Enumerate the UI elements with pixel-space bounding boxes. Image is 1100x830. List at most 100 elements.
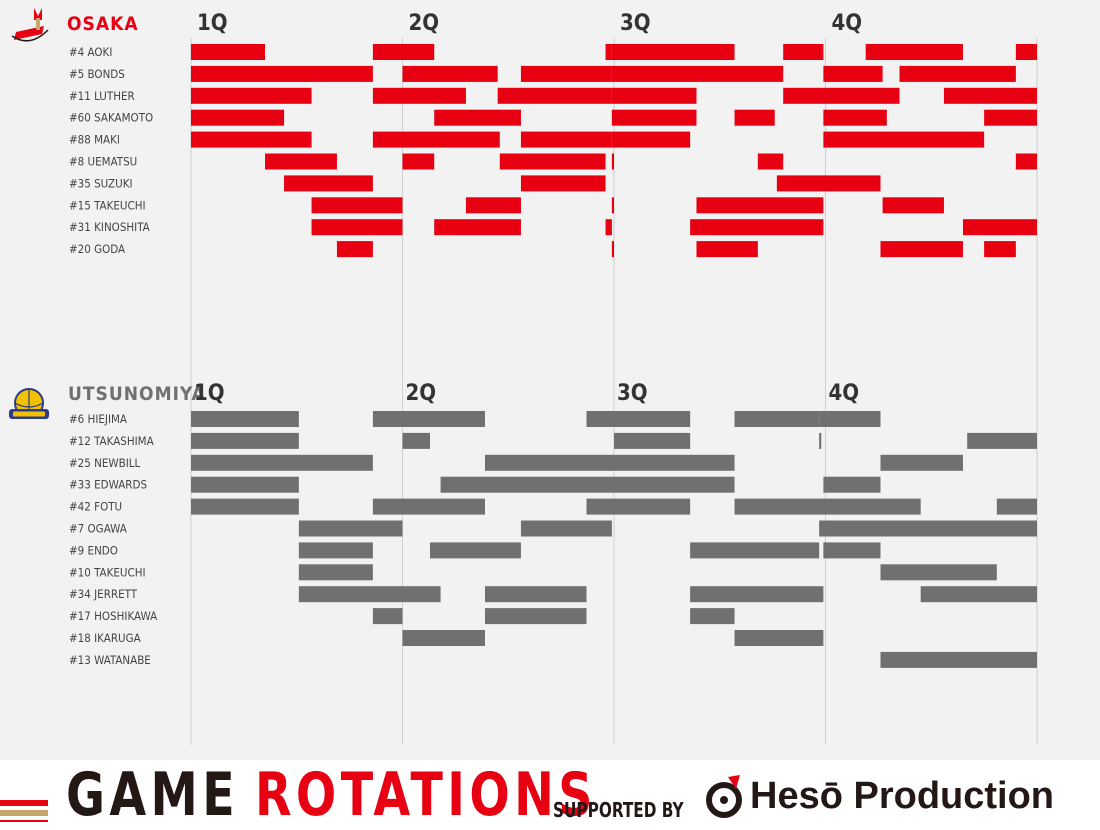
player-row: #20 GODA: [69, 241, 1016, 258]
player-label: #15 TAKEUCHI: [69, 198, 146, 212]
stint-bar: [499, 153, 606, 170]
stint-bar: [920, 586, 1037, 603]
stint-bar: [783, 44, 824, 60]
quarter-label: 3Q: [620, 11, 651, 36]
stint-bar: [265, 153, 337, 170]
player-label: #88 MAKI: [69, 133, 120, 147]
quarter-label: 3Q: [617, 381, 648, 406]
stint-bar: [984, 109, 1037, 126]
player-row: #25 NEWBILL: [69, 454, 963, 471]
stint-bar: [191, 476, 299, 493]
player-label: #10 TAKEUCHI: [69, 565, 146, 579]
stint-bar: [865, 44, 963, 60]
stint-bar: [372, 87, 466, 104]
quarter-label: 4Q: [829, 381, 860, 406]
stint-bar: [696, 197, 824, 214]
player-label: #5 BONDS: [69, 67, 125, 81]
stint-bar: [880, 241, 963, 258]
stint-bar: [962, 219, 1037, 236]
stint-bar: [586, 411, 691, 427]
stint-bar: [611, 44, 735, 60]
stint-bar: [611, 87, 697, 104]
player-label: #17 HOSHIKAWA: [69, 609, 157, 623]
team-section: OSAKA 1Q 2Q 3Q 4Q #4 AOKI #5 BONDS #11 LUTHER #6…: [11, 8, 1037, 258]
stint-bar: [586, 498, 691, 515]
stint-bar: [776, 175, 881, 192]
stint-bar: [311, 219, 403, 236]
player-row: #15 TAKEUCHI: [69, 197, 944, 214]
stint-bar: [484, 586, 587, 603]
stint-bar: [497, 87, 612, 104]
osaka-evessa-logo-icon: [11, 8, 49, 42]
stint-bar: [191, 454, 373, 471]
player-row: #17 HOSHIKAWA: [69, 608, 735, 625]
stint-bar: [372, 44, 435, 60]
player-row: #31 KINOSHITA: [69, 219, 1037, 236]
stint-bar: [402, 65, 498, 82]
stint-bar: [284, 175, 373, 192]
stint-bar: [819, 411, 881, 427]
quarter-label: 2Q: [409, 11, 440, 36]
stint-bar: [984, 241, 1016, 258]
stint-bar: [823, 109, 887, 126]
player-row: #10 TAKEUCHI: [69, 564, 997, 581]
player-row: #11 LUTHER: [69, 87, 1037, 104]
stint-bar: [611, 241, 614, 258]
stint-bar: [605, 44, 612, 60]
stint-bar: [336, 241, 373, 258]
stint-bar: [484, 454, 735, 471]
stint-bar: [882, 197, 944, 214]
stint-bar: [440, 476, 735, 493]
footer-title-word2: ROTATIONS: [254, 760, 597, 830]
player-row: #35 SUZUKI: [69, 175, 881, 192]
stint-bar: [819, 520, 1037, 537]
quarter-label: 1Q: [197, 11, 228, 36]
player-row: #34 JERRETT: [69, 586, 1037, 603]
stint-bar: [734, 411, 820, 427]
stint-bar: [465, 197, 521, 214]
stint-bar: [191, 498, 299, 515]
player-row: #7 OGAWA: [69, 520, 1037, 537]
player-label: #35 SUZUKI: [69, 176, 133, 190]
stint-bar: [191, 44, 266, 60]
stint-bar: [783, 87, 900, 104]
player-row: #42 FOTU: [69, 498, 1037, 515]
stint-bar: [191, 109, 285, 126]
stint-bar: [191, 87, 312, 104]
stint-bar: [402, 153, 435, 170]
stint-bar: [402, 630, 485, 646]
player-label: #13 WATANABE: [69, 653, 151, 667]
player-label: #20 GODA: [69, 242, 125, 256]
stint-bar: [298, 564, 373, 581]
stint-bar: [690, 586, 824, 603]
stint-bar: [996, 498, 1037, 515]
supported-by-text: SUPPORTED BY: [553, 798, 684, 822]
stint-bar: [734, 630, 824, 646]
stint-bar: [520, 131, 612, 148]
stint-bar: [520, 175, 606, 192]
rotation-chart-svg: OSAKA 1Q 2Q 3Q 4Q #4 AOKI #5 BONDS #11 LUTHER #6…: [9, 8, 1038, 745]
team-name: OSAKA: [67, 13, 139, 35]
player-label: #60 SAKAMOTO: [69, 111, 153, 125]
stint-bar: [191, 131, 312, 148]
footer-title-word1: GAME: [66, 760, 240, 830]
stint-bar: [880, 564, 997, 581]
stint-bar: [298, 586, 441, 603]
stint-bar: [605, 219, 612, 236]
stint-bar: [614, 432, 691, 449]
player-label: #6 HIEJIMA: [69, 412, 127, 426]
stint-bar: [434, 109, 521, 126]
stint-bar: [823, 65, 883, 82]
stint-bar: [434, 219, 521, 236]
player-label: #11 LUTHER: [69, 89, 135, 103]
stint-bar: [819, 432, 822, 449]
player-label: #33 EDWARDS: [69, 478, 147, 492]
player-row: #4 AOKI: [69, 44, 1037, 60]
player-label: #8 UEMATSU: [69, 155, 137, 169]
player-label: #12 TAKASHIMA: [69, 434, 154, 448]
player-label: #9 ENDO: [69, 543, 118, 557]
footer-banner: GAME ROTATIONS SUPPORTED BY Hesō Producti…: [0, 760, 1100, 830]
stint-bar: [823, 542, 881, 559]
stint-bar: [611, 65, 784, 82]
player-row: #5 BONDS: [69, 65, 1016, 82]
